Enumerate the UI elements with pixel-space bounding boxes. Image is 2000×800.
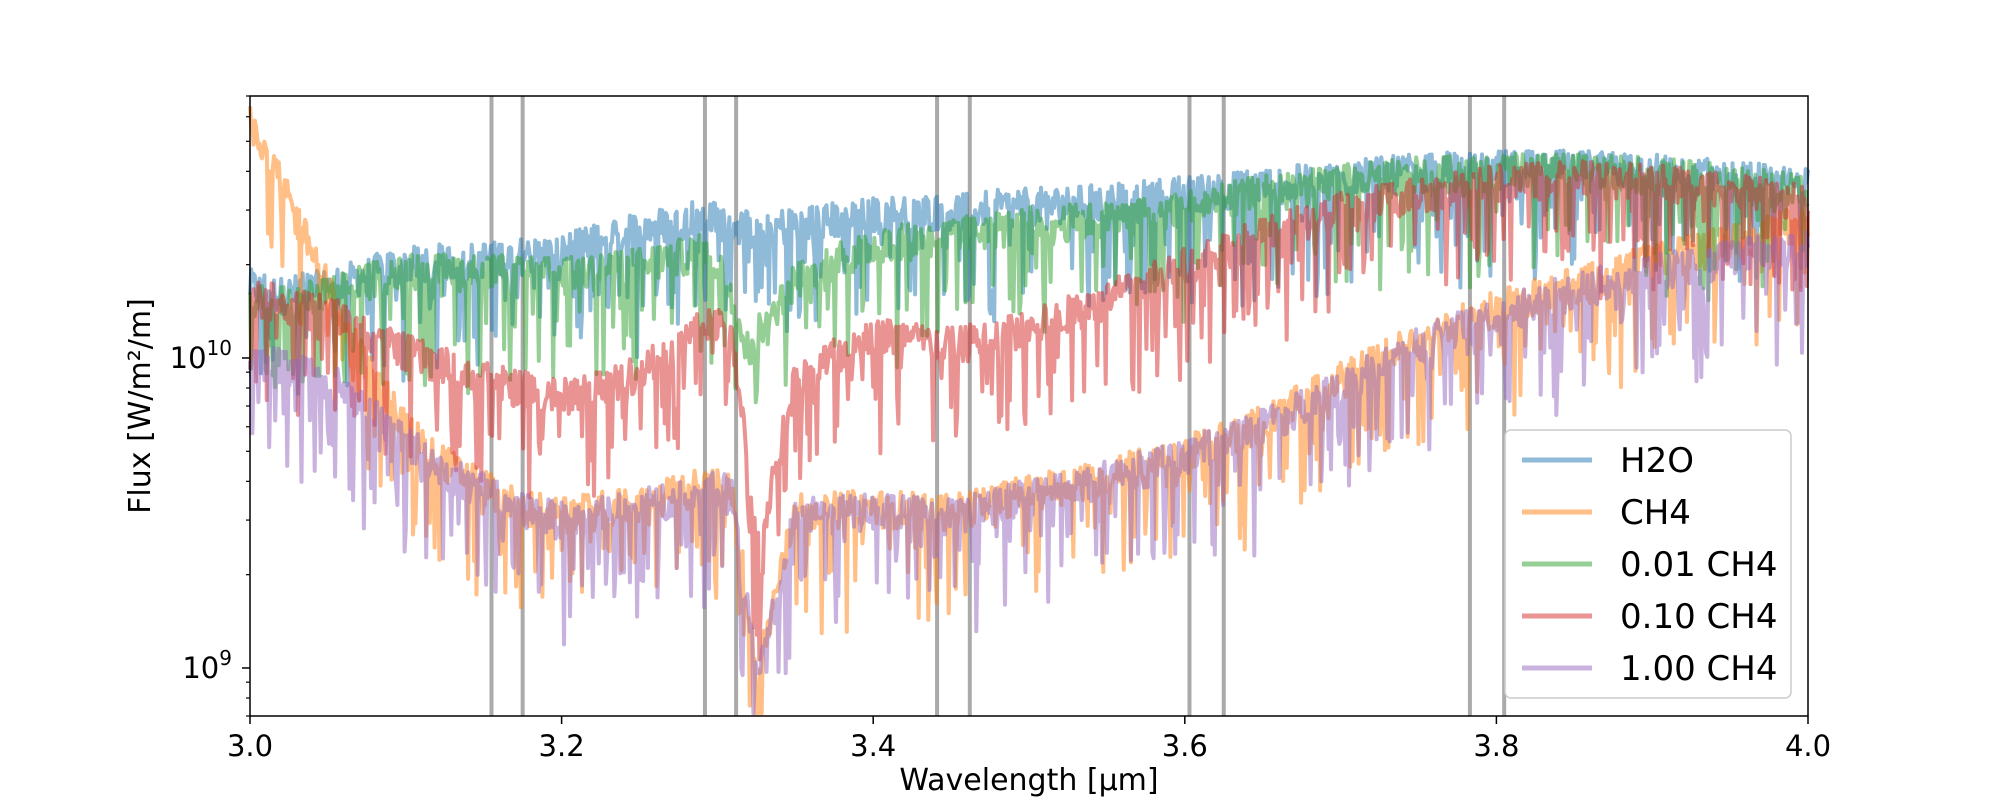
x-tick-label: 4.0: [1785, 729, 1831, 763]
legend-label-5: 1.00 CH4: [1620, 649, 1777, 689]
legend-label-1: H2O: [1620, 441, 1694, 481]
x-axis-ticks: 3.0 3.2 3.4 3.6 3.8 4.0: [227, 716, 1831, 763]
x-tick-label: 3.8: [1473, 729, 1519, 763]
series-line-3: [248, 151, 1810, 405]
legend-label-2: CH4: [1620, 493, 1691, 533]
x-tick-label: 3.6: [1162, 729, 1208, 763]
x-tick-label: 3.0: [227, 729, 273, 763]
x-tick-label: 3.2: [539, 729, 585, 763]
legend-label-4: 0.10 CH4: [1620, 597, 1777, 637]
x-axis-label: Wavelength [μm]: [899, 763, 1158, 798]
y-axis-ticks: 109 1010: [170, 95, 250, 717]
y-tick-label: 109: [182, 646, 232, 685]
series-line-5: [248, 230, 1810, 716]
series-line-4: [248, 159, 1810, 662]
y-tick-label: 1010: [170, 336, 232, 375]
series-lines: [248, 106, 1810, 716]
legend: H2O CH4 0.01 CH4 0.10 CH4 1.00 CH4: [1504, 429, 1792, 699]
y-axis-label: Flux [W/m²/m]: [123, 298, 158, 514]
legend-box: [1504, 429, 1792, 699]
x-tick-label: 3.4: [850, 729, 896, 763]
legend-label-3: 0.01 CH4: [1620, 545, 1777, 585]
